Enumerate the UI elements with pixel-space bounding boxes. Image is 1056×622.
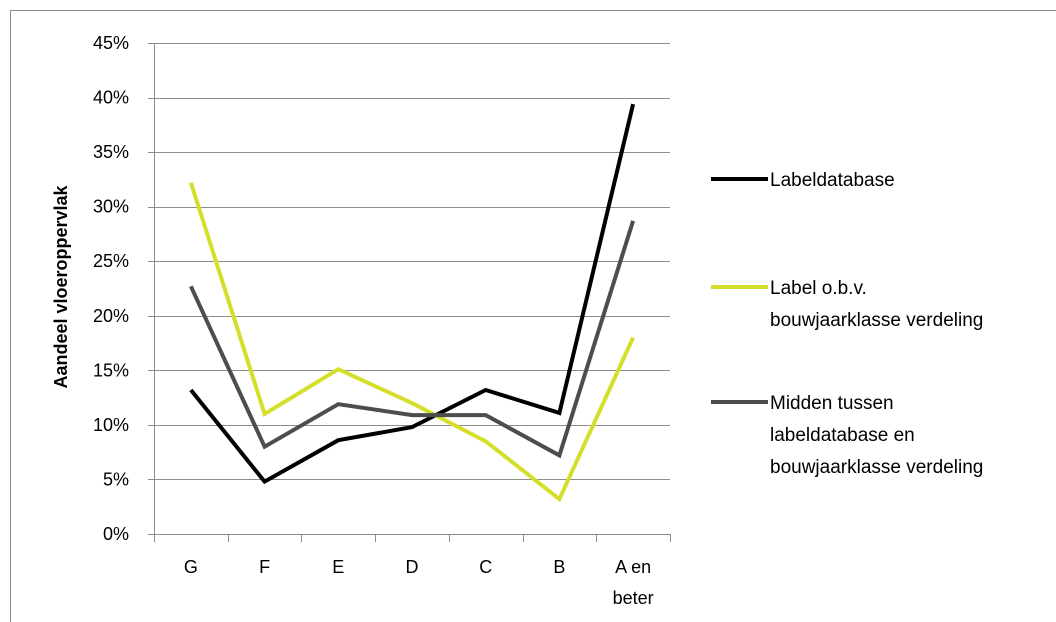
x-tick-label: D [406,557,419,577]
y-tick-label: 30% [93,197,129,217]
x-tick-label: C [479,557,492,577]
series-line-0 [189,103,636,485]
y-tick-label: 35% [93,142,129,162]
x-tick-label: G [184,557,198,577]
y-tick-label: 15% [93,360,129,380]
y-tick-label: 5% [103,469,129,489]
series-line-1 [188,182,635,503]
chart-frame [10,10,1056,622]
x-tick-label: F [259,557,270,577]
x-tick-label: A en beter [613,557,654,608]
y-tick-label: 40% [93,88,129,108]
y-tick-label: 10% [93,415,129,435]
legend-label: Labeldatabase [770,170,895,191]
series-line-2 [189,220,636,459]
y-tick-label: 20% [93,306,129,326]
x-tick-label: B [553,557,565,577]
x-tick-label: E [332,557,344,577]
y-axis-title: Aandeel vloeroppervlak [51,184,71,388]
legend-label: Label o.b.v. bouwjaarklasse verdeling [770,278,983,331]
y-tick-label: 0% [103,524,129,544]
y-tick-label: 45% [93,33,129,53]
y-tick-label: 25% [93,251,129,271]
legend-label: Midden tussen labeldatabase en bouwjaarkla… [770,393,983,478]
